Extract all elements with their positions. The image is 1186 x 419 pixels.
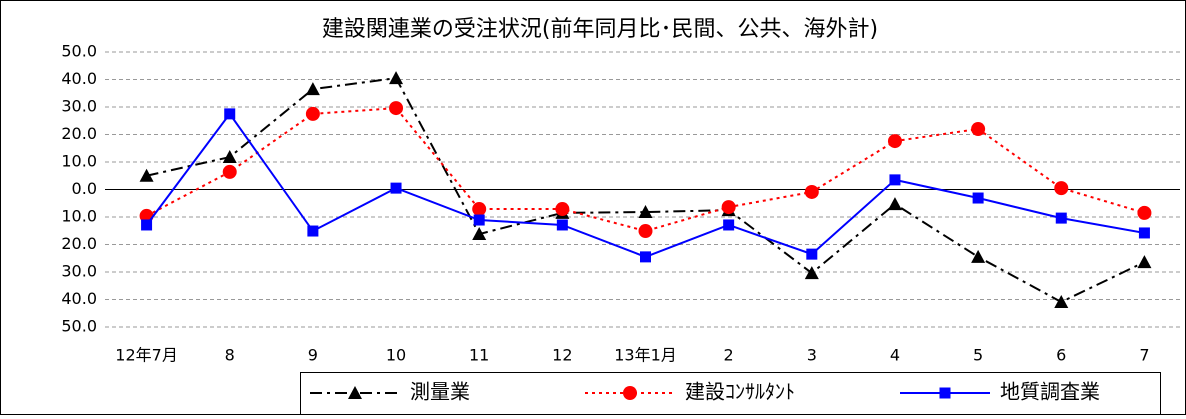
marker: [1137, 255, 1152, 269]
marker: [971, 122, 986, 136]
marker: [305, 106, 320, 121]
marker: [806, 248, 818, 260]
marker: [804, 266, 819, 280]
x-tick-label: 4: [890, 346, 900, 365]
x-tick-label: 13年1月: [614, 346, 677, 365]
marker: [638, 224, 653, 239]
x-tick-label: 11: [469, 346, 489, 365]
legend-marker: [939, 387, 951, 399]
marker: [305, 82, 320, 96]
y-tick-label: 0.0: [72, 179, 97, 198]
x-tick-label: 8: [225, 346, 235, 365]
legend-box: [300, 372, 1161, 415]
marker: [889, 174, 901, 186]
marker: [472, 202, 487, 217]
legend-label: 地質調査業: [1000, 380, 1100, 404]
marker: [1055, 212, 1067, 224]
x-tick-label: 6: [1056, 346, 1066, 365]
marker: [307, 225, 319, 237]
marker: [721, 200, 736, 215]
marker: [222, 164, 237, 179]
marker: [389, 71, 404, 85]
marker: [804, 184, 819, 199]
chart-title: 建設関連業の受注状況(前年同月比･民間、公共、海外計): [322, 17, 878, 42]
y-tick-label: 10.0: [61, 207, 97, 226]
marker: [555, 202, 570, 217]
marker: [971, 249, 986, 263]
marker: [139, 168, 154, 182]
y-tick-label: 10.0: [61, 152, 97, 171]
marker: [1054, 294, 1069, 308]
legend-marker: [348, 386, 362, 399]
marker: [638, 205, 653, 219]
marker: [723, 219, 735, 231]
marker: [472, 227, 487, 241]
marker: [887, 197, 902, 211]
legend-label: 測量業: [410, 380, 470, 404]
y-tick-label: 40.0: [61, 69, 97, 88]
y-tick-label: 30.0: [61, 262, 97, 281]
marker: [640, 251, 651, 263]
y-tick-label: 50.0: [61, 317, 97, 336]
x-tick-label: 2: [724, 346, 734, 365]
y-tick-label: 30.0: [61, 97, 97, 116]
y-tick-label: 50.0: [61, 42, 97, 61]
marker: [972, 192, 984, 204]
marker: [141, 219, 153, 231]
legend-label: 建設ｺﾝｻﾙﾀﾝﾄ: [685, 380, 795, 404]
marker: [473, 214, 485, 226]
marker: [1137, 205, 1152, 220]
marker: [1054, 181, 1069, 196]
x-tick-label: 12年7月: [115, 346, 178, 365]
marker: [222, 150, 237, 164]
x-tick-label: 3: [807, 346, 817, 365]
x-tick-label: 10: [386, 346, 406, 365]
x-tick-label: 9: [308, 346, 318, 365]
marker: [887, 134, 902, 149]
x-tick-label: 5: [973, 346, 983, 365]
marker: [556, 219, 568, 231]
marker: [390, 182, 402, 194]
x-tick-label: 7: [1139, 346, 1149, 365]
marker: [389, 101, 404, 116]
x-tick-label: 12: [552, 346, 572, 365]
y-tick-label: 20.0: [61, 124, 97, 143]
marker: [1138, 227, 1150, 239]
y-tick-label: 40.0: [61, 289, 97, 308]
y-tick-label: 20.0: [61, 234, 97, 253]
marker: [224, 108, 236, 120]
legend-marker: [623, 386, 637, 400]
